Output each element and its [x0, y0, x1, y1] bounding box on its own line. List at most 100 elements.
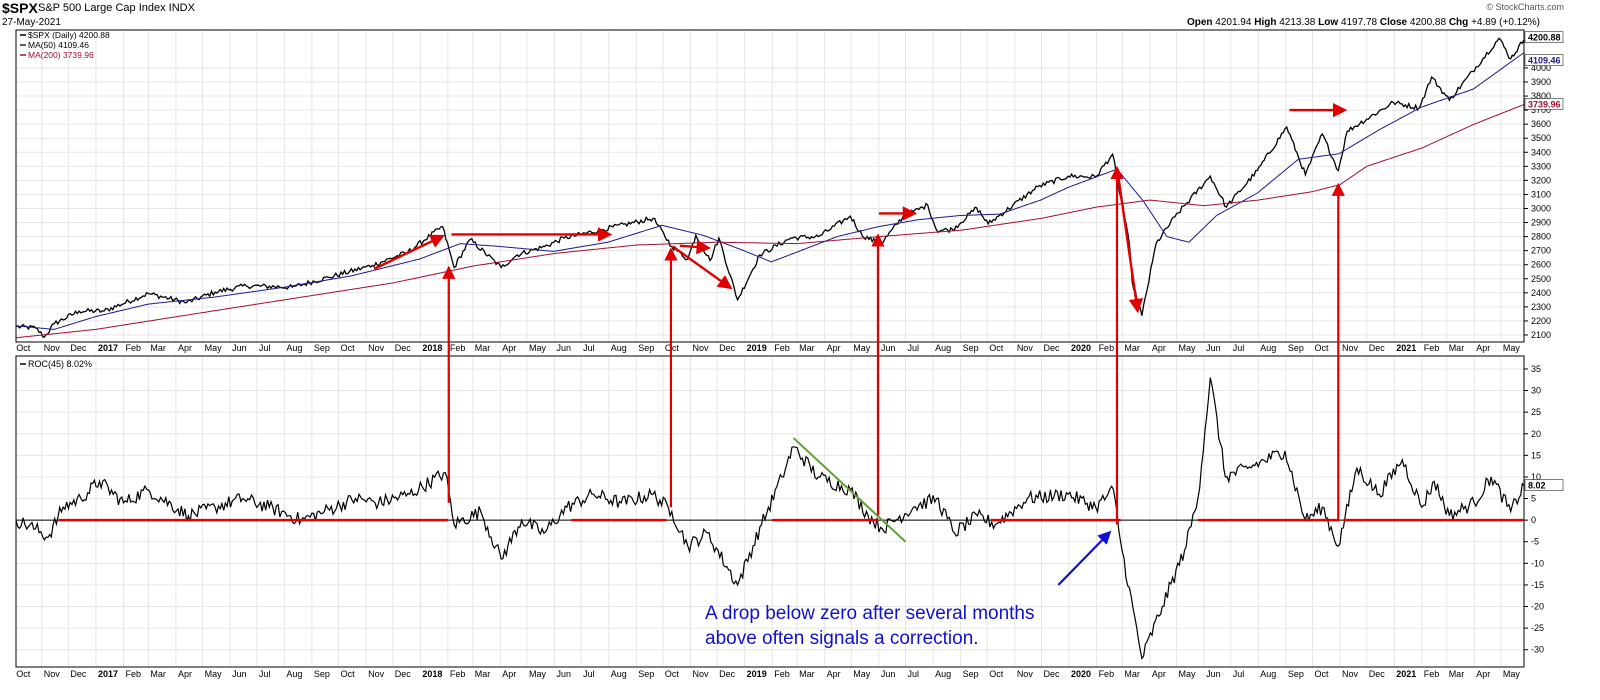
price-xtick-label: 2020: [1071, 343, 1091, 353]
price-xtick-label: Nov: [692, 343, 709, 353]
roc-xtick-label: Apr: [502, 669, 516, 679]
roc-xtick-label: Jun: [1206, 669, 1221, 679]
roc-xtick-label: Dec: [1043, 669, 1060, 679]
roc-xtick-label: Dec: [719, 669, 736, 679]
price-xtick-label: Feb: [1099, 343, 1115, 353]
price-xtick-label: Nov: [44, 343, 61, 353]
roc-ytick-label: 20: [1531, 429, 1541, 439]
chg-value: +4.89 (+0.12%): [1471, 17, 1540, 28]
roc-xtick-label: Feb: [1099, 669, 1115, 679]
price-ytick-label: 3800: [1531, 91, 1551, 101]
trend-arrow: [373, 234, 445, 271]
price-xtick-label: Mar: [150, 343, 166, 353]
price-xtick-label: Sep: [638, 343, 654, 353]
price-xtick-label: Oct: [341, 343, 356, 353]
price-ytick-label: 2200: [1531, 316, 1551, 326]
price-legend-entry: MA(50) 4109.46: [28, 40, 89, 50]
roc-xtick-label: Apr: [1152, 669, 1166, 679]
roc-xtick-label: Nov: [692, 669, 709, 679]
price-ytick-label: 3300: [1531, 161, 1551, 171]
price-xtick-label: May: [1179, 343, 1197, 353]
roc-xtick-label: Dec: [1369, 669, 1386, 679]
price-xtick-label: Mar: [475, 343, 491, 353]
price-ytick-label: 4000: [1531, 63, 1551, 73]
price-xtick-label: Aug: [286, 343, 302, 353]
roc-xtick-label: Dec: [395, 669, 412, 679]
price-ytick-label: 2800: [1531, 232, 1551, 242]
roc-xtick-label: Mar: [1124, 669, 1140, 679]
price-xtick-label: Oct: [1315, 343, 1330, 353]
roc-ytick-label: -30: [1531, 645, 1544, 655]
price-xtick-label: Jul: [583, 343, 595, 353]
price-ytick-label: 3200: [1531, 175, 1551, 185]
price-ytick-label: 3500: [1531, 133, 1551, 143]
roc-downtrend-line: [792, 437, 907, 543]
roc-xtick-label: May: [529, 669, 547, 679]
roc-ytick-label: 15: [1531, 450, 1541, 460]
roc-xtick-label: Oct: [989, 669, 1004, 679]
price-legend-entry: MA(200) 3739.96: [28, 50, 94, 60]
price-xtick-label: Feb: [774, 343, 790, 353]
price-xtick-label: Apr: [178, 343, 192, 353]
price-xtick-label: Dec: [1043, 343, 1060, 353]
roc-xtick-label: May: [1503, 669, 1521, 679]
price-ytick-label: 3600: [1531, 119, 1551, 129]
price-xtick-label: 2017: [98, 343, 118, 353]
price-ytick-label: 2100: [1531, 330, 1551, 340]
roc-xtick-label: Mar: [150, 669, 166, 679]
price-xtick-label: Dec: [719, 343, 736, 353]
price-legend-entry: $SPX (Daily) 4200.88: [28, 30, 110, 40]
gridlines: [16, 30, 1524, 667]
price-series-line: [15, 37, 1525, 338]
price-xtick-label: 2018: [422, 343, 442, 353]
price-xtick-label: Nov: [1342, 343, 1359, 353]
price-xtick-label: 2021: [1396, 343, 1416, 353]
roc-xtick-label: 2020: [1071, 669, 1091, 679]
high-label: High: [1254, 17, 1277, 28]
roc-ytick-label: -10: [1531, 558, 1544, 568]
roc-xtick-label: May: [853, 669, 871, 679]
roc-xtick-label: Sep: [638, 669, 654, 679]
price-ytick-label: 3000: [1531, 203, 1551, 213]
roc-xtick-label: Nov: [44, 669, 61, 679]
roc-xtick-label: Jul: [908, 669, 920, 679]
roc-xtick-label: Feb: [774, 669, 790, 679]
price-xtick-label: May: [1503, 343, 1521, 353]
ma200-last-tag: 3739.96: [1528, 99, 1561, 109]
roc-xtick-label: Oct: [1315, 669, 1330, 679]
annotation-text-line2: above often signals a correction.: [705, 628, 979, 649]
price-xtick-label: Feb: [1424, 343, 1440, 353]
price-ytick-label: 2600: [1531, 260, 1551, 270]
chg-label: Chg: [1448, 17, 1469, 28]
chart-date: 27-May-2021: [2, 17, 61, 28]
roc-xtick-label: Feb: [126, 669, 142, 679]
index-name: S&P 500 Large Cap Index INDX: [38, 2, 195, 14]
high-value: 4213.38: [1279, 17, 1316, 28]
price-xtick-label: Nov: [1017, 343, 1034, 353]
roc-xtick-label: Mar: [475, 669, 491, 679]
roc-xtick-label: Oct: [341, 669, 356, 679]
price-xtick-label: Apr: [502, 343, 516, 353]
price-xtick-label: May: [529, 343, 547, 353]
roc-xtick-label: Aug: [286, 669, 302, 679]
price-xtick-label: Jul: [1233, 343, 1245, 353]
price-ytick-label: 2500: [1531, 274, 1551, 284]
price-xtick-label: Feb: [126, 343, 142, 353]
roc-ytick-label: -20: [1531, 602, 1544, 612]
price-xtick-label: Mar: [1449, 343, 1465, 353]
roc-ytick-label: 5: [1531, 494, 1536, 504]
low-value: 4197.78: [1340, 17, 1378, 28]
price-ytick-label: 3100: [1531, 189, 1551, 199]
price-xtick-label: Oct: [665, 343, 680, 353]
roc-xtick-label: Nov: [1342, 669, 1359, 679]
roc-xtick-label: May: [1179, 669, 1197, 679]
roc-xtick-label: Nov: [1017, 669, 1034, 679]
price-xtick-label: Oct: [989, 343, 1004, 353]
roc-legend-entry: ROC(45) 8.02%: [28, 359, 92, 369]
annotation-arrow: [1057, 530, 1112, 586]
price-panel-frame: [15, 29, 1525, 343]
roc-xtick-label: Dec: [70, 669, 87, 679]
roc-xtick-label: Nov: [368, 669, 385, 679]
price-xtick-label: Sep: [314, 343, 330, 353]
